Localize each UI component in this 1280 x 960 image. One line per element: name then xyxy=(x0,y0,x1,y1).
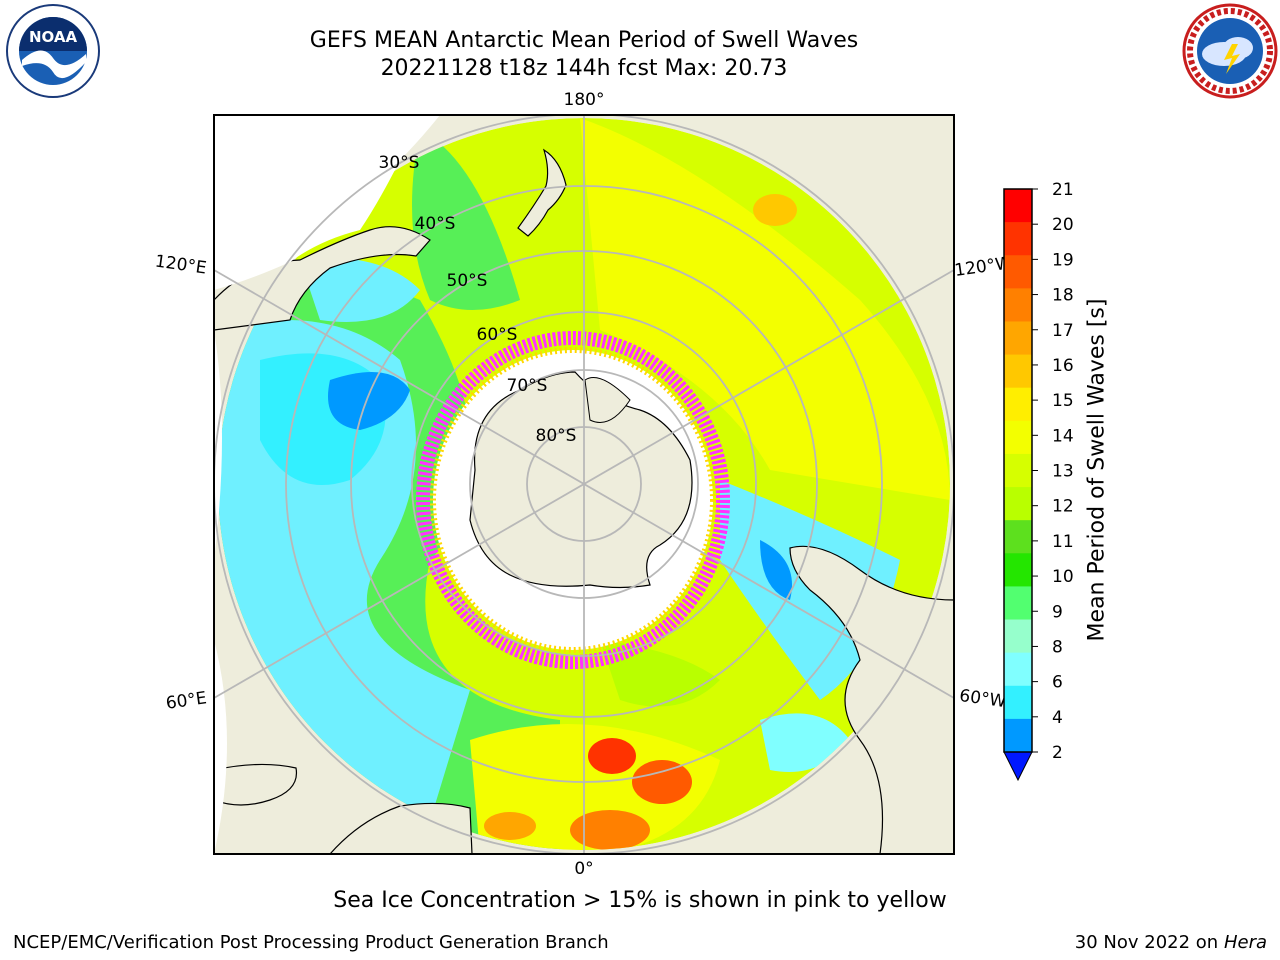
lon-label-bottom: 0° xyxy=(574,859,593,879)
colorbar-tick-label: 16 xyxy=(1052,356,1074,376)
colorbar-segment xyxy=(1004,255,1032,289)
colorbar-label: Mean Period of Swell Waves [s] xyxy=(1084,298,1110,642)
colorbar-tick-label: 4 xyxy=(1052,708,1063,728)
lon-label-120e: 120°E xyxy=(154,252,208,279)
new-zealand-land xyxy=(517,148,567,237)
colorbar-tick-label: 8 xyxy=(1052,637,1063,657)
colorbar-segment xyxy=(1004,685,1032,720)
colorbar: 21 20 19 18 17 16 15 14 13 12 11 10 9 8 6 4 2 xyxy=(1003,180,1074,782)
colorbar-segment xyxy=(1004,520,1032,554)
lon-label-top: 180° xyxy=(564,90,605,110)
ross-ice-shelf xyxy=(584,377,631,423)
noaa-logo: NOAA xyxy=(6,4,100,98)
nws-logo xyxy=(1182,3,1278,99)
colorbar-tick-label: 10 xyxy=(1052,567,1074,587)
producer-credit: NCEP/EMC/Verification Post Processing Pr… xyxy=(13,932,609,953)
colorbar-segment xyxy=(1004,321,1032,356)
colorbar-segment xyxy=(1004,387,1032,422)
colorbar-tick-label: 9 xyxy=(1052,602,1063,622)
colorbar-segment xyxy=(1004,453,1032,488)
lat-label-40s: 40°S xyxy=(415,214,456,234)
colorbar-tick-label: 13 xyxy=(1052,462,1074,482)
lon-label-60e: 60°E xyxy=(165,688,208,713)
colorbar-tick-label: 17 xyxy=(1052,321,1074,341)
colorbar-extend-arrow xyxy=(1003,751,1033,782)
machine-name: Hera xyxy=(1223,932,1267,953)
lat-label-80s: 80°S xyxy=(536,426,577,446)
colorbar-segment xyxy=(1004,718,1032,753)
colorbar-segment xyxy=(1004,420,1032,455)
colorbar-tick-label: 11 xyxy=(1052,532,1074,552)
chart-subtitle: 20221128 t18z 144h fcst Max: 20.73 xyxy=(380,56,788,81)
colorbar-tick-label: 20 xyxy=(1052,215,1074,235)
lat-label-70s: 70°S xyxy=(507,376,548,396)
colorbar-segment xyxy=(1004,487,1032,521)
colorbar-tick-label: 12 xyxy=(1052,497,1074,517)
lat-label-50s: 50°S xyxy=(447,271,488,291)
colorbar-segment xyxy=(1004,586,1032,621)
lon-label-60w: 60°W xyxy=(958,686,1007,712)
run-date: 30 Nov 2022 on Hera xyxy=(1075,932,1267,953)
colorbar-tick-label: 6 xyxy=(1052,673,1063,693)
colorbar-tick-label: 19 xyxy=(1052,250,1074,270)
colorbar-segment xyxy=(1004,652,1032,687)
colorbar-segment xyxy=(1004,189,1032,223)
south-america-land xyxy=(789,545,954,854)
colorbar-segment xyxy=(1004,553,1032,587)
colorbar-tick-label: 21 xyxy=(1052,180,1074,200)
madagascar-land xyxy=(214,763,298,806)
colorbar-segment xyxy=(1004,354,1032,389)
lat-label-30s: 30°S xyxy=(379,153,420,173)
noaa-logo-text: NOAA xyxy=(29,28,78,46)
map-frame xyxy=(213,114,955,855)
run-date-text: 30 Nov 2022 on xyxy=(1074,932,1219,953)
graticule xyxy=(214,115,954,854)
colorbar-tick-label: 14 xyxy=(1052,426,1074,446)
colorbar-tick-label: 15 xyxy=(1052,391,1074,411)
colorbar-tick-label: 18 xyxy=(1052,286,1074,306)
colorbar-segment xyxy=(1004,288,1032,322)
colorbar-tick-label: 2 xyxy=(1052,743,1063,763)
lat-label-60s: 60°S xyxy=(477,325,518,345)
colorbar-segment xyxy=(1004,222,1032,256)
chart-title: GEFS MEAN Antarctic Mean Period of Swell… xyxy=(309,28,859,53)
outer-blank-area xyxy=(214,115,440,290)
colorbar-segment xyxy=(1004,619,1032,654)
sea-ice-note: Sea Ice Concentration > 15% is shown in … xyxy=(333,888,947,913)
